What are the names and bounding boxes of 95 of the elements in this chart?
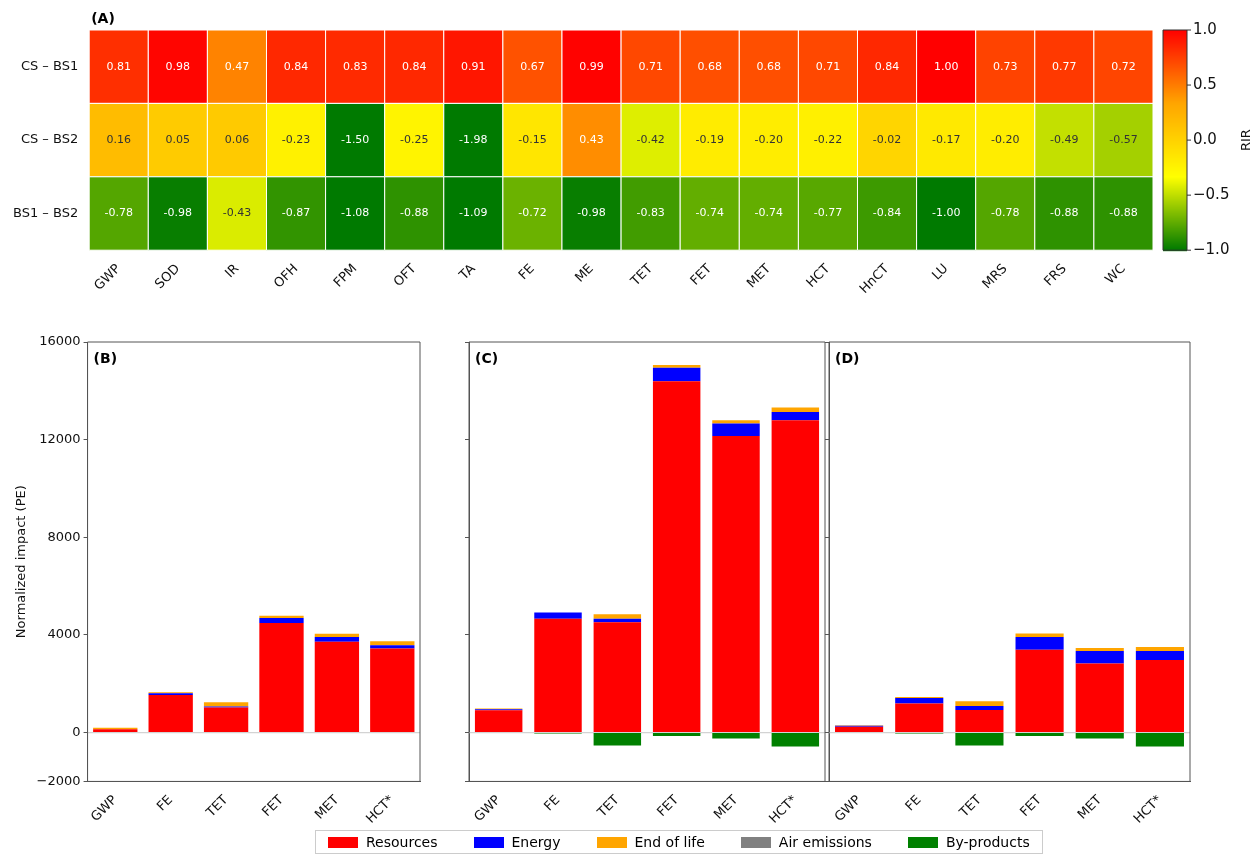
data-label: -0.74 bbox=[695, 206, 724, 220]
data-label: 0.43 bbox=[579, 132, 604, 146]
data-label: 0.83 bbox=[342, 59, 368, 73]
data-label: 0.99 bbox=[579, 59, 604, 73]
data-label: 0.91 bbox=[461, 59, 486, 73]
legend-label: Resources bbox=[366, 834, 438, 850]
data-label: 0.05 bbox=[165, 132, 191, 146]
y-tick-label: 0 bbox=[72, 723, 81, 739]
data-label: 0.68 bbox=[697, 59, 722, 73]
data-label: 0.98 bbox=[165, 59, 191, 73]
color-bar-label: −1.0 bbox=[1193, 240, 1230, 259]
y-axis-title: Normalized impact (PE) bbox=[13, 485, 29, 639]
text: (D) bbox=[835, 349, 860, 366]
data-label: 1.00 bbox=[933, 59, 959, 73]
data-label: -0.49 bbox=[1050, 132, 1079, 146]
data-label: -0.88 bbox=[1109, 206, 1138, 220]
color-bar-label: −0.5 bbox=[1193, 185, 1230, 204]
y-tick-label: −2000 bbox=[36, 772, 81, 788]
y-tick-label: BS1 – BS2 bbox=[12, 204, 79, 220]
data-label: -0.23 bbox=[281, 132, 311, 146]
text: (B) bbox=[93, 349, 118, 366]
legend-label: End of life bbox=[634, 834, 705, 850]
x-tick-label: TET bbox=[202, 791, 231, 821]
y-tick-label: 12000 bbox=[39, 431, 81, 447]
data-label: -0.22 bbox=[813, 132, 843, 146]
data-label: -0.78 bbox=[991, 206, 1020, 220]
data-label: -0.57 bbox=[1109, 132, 1138, 146]
y-tick-label: CS – BS2 bbox=[20, 131, 79, 147]
data-label: 0.81 bbox=[106, 59, 131, 73]
x-tick-label: WC bbox=[1101, 260, 1128, 287]
data-label: 0.47 bbox=[224, 59, 250, 73]
data-label: 0.71 bbox=[815, 59, 841, 73]
data-label: -1.50 bbox=[340, 132, 370, 146]
data-label: 0.84 bbox=[401, 59, 427, 73]
data-label: 0.84 bbox=[283, 59, 309, 73]
x-tick-label: FE bbox=[153, 791, 176, 814]
x-tick-label: TET bbox=[955, 791, 984, 821]
y-tick-label: 16000 bbox=[39, 333, 81, 349]
data-label: -0.88 bbox=[400, 206, 429, 220]
x-tick-label: TET bbox=[593, 791, 622, 821]
data-label: -0.78 bbox=[104, 206, 133, 220]
x-tick-label: FET bbox=[258, 791, 287, 820]
y-tick-label: 4000 bbox=[47, 626, 81, 642]
chart-title: (A) bbox=[91, 9, 115, 26]
data-label: -1.00 bbox=[931, 206, 961, 220]
x-tick-label: FET bbox=[1016, 791, 1045, 820]
data-label: -1.09 bbox=[459, 206, 488, 220]
legend-label: By-products bbox=[945, 834, 1030, 850]
data-label: -0.19 bbox=[695, 132, 724, 146]
data-label: 0.72 bbox=[1111, 59, 1136, 73]
data-label: 0.77 bbox=[1052, 59, 1077, 73]
data-label: 0.16 bbox=[106, 132, 131, 146]
x-tick-label: FE bbox=[540, 791, 563, 814]
x-tick-label: LU bbox=[928, 260, 951, 283]
data-label: -0.20 bbox=[991, 132, 1020, 146]
x-tick-label: FET bbox=[653, 791, 682, 820]
data-label: 0.71 bbox=[638, 59, 663, 73]
data-label: -0.98 bbox=[163, 206, 193, 220]
data-label: -0.42 bbox=[636, 132, 665, 146]
data-label: -0.87 bbox=[281, 206, 311, 220]
data-label: -0.84 bbox=[872, 206, 902, 220]
color-bar-label: 1.0 bbox=[1193, 19, 1217, 38]
data-label: -0.98 bbox=[577, 206, 606, 220]
x-tick-label: TET bbox=[626, 260, 656, 289]
data-label: 0.06 bbox=[224, 132, 250, 146]
data-label: -0.83 bbox=[636, 206, 665, 220]
data-label: -0.17 bbox=[931, 132, 961, 146]
data-label: -0.20 bbox=[754, 132, 784, 146]
data-label: -0.15 bbox=[518, 132, 547, 146]
legend-label: Air emissions bbox=[778, 834, 872, 850]
data-label: 0.73 bbox=[993, 59, 1018, 73]
y-tick-label: 8000 bbox=[47, 528, 81, 544]
color-bar-label: 0.5 bbox=[1193, 74, 1217, 93]
data-label: 0.68 bbox=[756, 59, 782, 73]
x-tick-label: FE bbox=[902, 791, 924, 814]
data-label: -0.72 bbox=[518, 206, 547, 220]
data-label: -0.77 bbox=[813, 206, 843, 220]
x-tick-label: TA bbox=[455, 260, 478, 284]
x-tick-label: FE bbox=[515, 260, 537, 283]
data-label: -1.98 bbox=[459, 132, 488, 146]
legend-label: Energy bbox=[511, 834, 561, 850]
data-label: -0.88 bbox=[1050, 206, 1079, 220]
data-label: -0.43 bbox=[222, 206, 252, 220]
data-label: -0.25 bbox=[400, 132, 429, 146]
data-label: -0.02 bbox=[872, 132, 902, 146]
data-label: 0.67 bbox=[520, 59, 545, 73]
data-label: -0.74 bbox=[754, 206, 784, 220]
color-bar-label: 0.0 bbox=[1193, 129, 1217, 148]
text: (C) bbox=[475, 349, 499, 366]
color-bar-title: RIR bbox=[1238, 129, 1254, 152]
data-label: -1.08 bbox=[340, 206, 370, 220]
data-label: 0.84 bbox=[874, 59, 900, 73]
x-tick-label: IR bbox=[221, 260, 242, 281]
x-tick-label: ME bbox=[571, 260, 597, 285]
y-tick-label: CS – BS1 bbox=[20, 58, 79, 74]
